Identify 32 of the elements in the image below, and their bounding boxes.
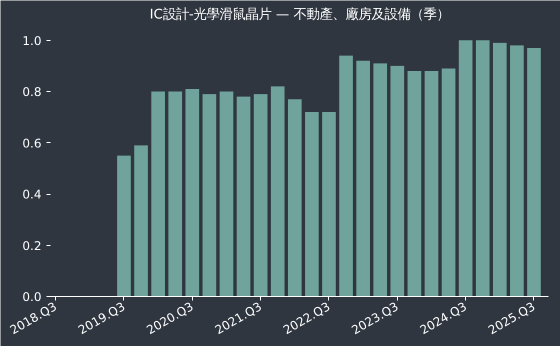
bar <box>168 92 182 296</box>
bar <box>322 112 336 296</box>
y-tick-label: 0.2 <box>22 238 42 253</box>
bar <box>202 94 216 296</box>
bar <box>270 86 285 296</box>
bar <box>134 145 148 296</box>
y-tick-label: 0.0 <box>22 290 42 304</box>
y-tick-label: 1.0 <box>22 34 42 48</box>
bar <box>356 60 370 296</box>
bar <box>151 92 165 296</box>
bar <box>339 56 353 296</box>
bar <box>254 94 268 296</box>
bar <box>305 112 319 296</box>
y-tick-label: 0.6 <box>22 136 42 150</box>
bar <box>185 88 200 296</box>
bar <box>373 63 388 296</box>
bar <box>492 42 507 296</box>
chart-title: IC設計-光學滑鼠晶片 — 不動產、廠房及設備（季） <box>150 6 450 22</box>
y-tick-label: 0.4 <box>22 188 42 202</box>
bar <box>236 96 250 296</box>
bar <box>390 66 404 296</box>
bar <box>442 68 456 296</box>
bar <box>220 92 234 296</box>
y-tick-label: 0.8 <box>22 85 42 100</box>
bar <box>527 48 541 296</box>
bar <box>408 71 422 296</box>
bar <box>117 156 131 296</box>
bar <box>424 71 438 296</box>
bar <box>510 45 524 296</box>
bar <box>458 40 472 296</box>
bar <box>476 40 490 296</box>
bar <box>288 99 302 296</box>
